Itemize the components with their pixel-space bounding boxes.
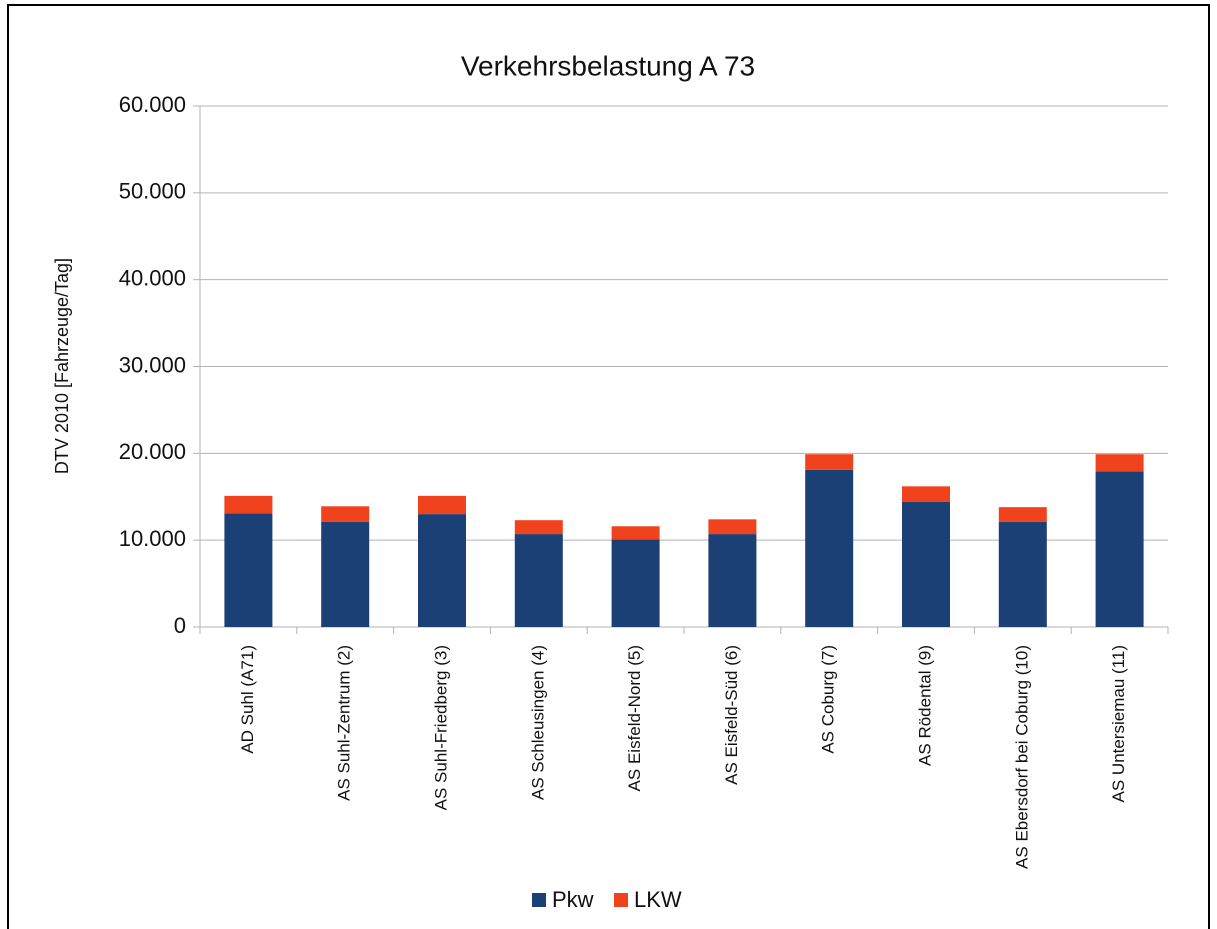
y-tick-label: 50.000 [119,179,186,204]
legend-swatch [532,893,546,907]
bar-segment [321,506,370,522]
bar-segment [611,539,660,627]
bar-segment [514,534,563,627]
x-tick-label: AS Eisfeld-Süd (6) [722,645,741,785]
y-tick-label: 10.000 [119,526,186,551]
x-tick-label: AS Eisfeld-Nord (5) [625,645,644,791]
x-tick-label: AS Rödental (9) [915,645,934,766]
bar-segment [805,469,854,627]
bar-segment [321,521,370,627]
bar-segment [805,454,854,470]
bar-segment [611,526,660,540]
x-tick-label: AS Coburg (7) [819,645,838,754]
bar-segment [998,507,1047,522]
bar-segment [514,520,563,535]
frame [7,4,1210,929]
y-tick-label: 0 [174,613,186,638]
legend-label: Pkw [552,887,594,912]
bar-segment [902,501,950,627]
x-tick-label: AS Untersiemau (11) [1109,645,1128,802]
y-tick-label: 20.000 [119,439,186,464]
bar-segment [224,513,273,627]
bar-segment [998,521,1047,627]
bar-segment [224,495,273,514]
x-tick-label: AS Suhl-Friedberg (3) [431,645,450,810]
y-tick-label: 60.000 [119,92,186,117]
y-tick-label: 40.000 [119,265,186,290]
x-tick-label: AS Schleusingen (4) [528,645,547,800]
y-tick-label: 30.000 [119,352,186,377]
legend-label: LKW [634,887,682,912]
bar-segment [1095,454,1144,472]
bar-segment [708,519,757,535]
bar-segment [902,486,950,502]
legend-swatch [614,893,628,907]
chart-title: Verkehrsbelastung A 73 [461,50,755,81]
bar-segment [1095,471,1144,627]
y-axis-label: DTV 2010 [Fahrzeuge/Tag] [52,258,72,474]
bar-segment [418,495,466,515]
x-tick-label: AD Suhl (A71) [238,645,257,754]
bar-segment [418,514,466,627]
x-tick-label: AS Ebersdorf bei Coburg (10) [1012,645,1031,869]
bar-segment [708,534,757,627]
x-tick-label: AS Suhl-Zentrum (2) [335,645,354,801]
